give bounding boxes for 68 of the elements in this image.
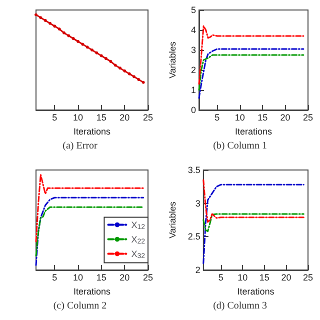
y-tick-label: 3.5: [188, 165, 200, 175]
point: [53, 24, 56, 28]
y-tick-label: 2: [195, 265, 200, 275]
x-axis-title: Iterations: [234, 126, 273, 136]
point: [48, 22, 52, 25]
x-tick-label: 10: [72, 112, 84, 122]
x-tick-label: 5: [52, 272, 58, 282]
text: (a) Error: [62, 140, 98, 152]
x-tick-label: 25: [142, 112, 154, 122]
text: (c) Column 2: [53, 300, 107, 312]
line-series: [198, 25, 304, 85]
point: [34, 13, 38, 16]
x-tick-label: 25: [302, 112, 314, 122]
y-tick-label: 2: [190, 65, 196, 75]
point: [118, 66, 122, 70]
y-tick-label: 3: [195, 198, 200, 208]
y-tick-label: 3: [190, 45, 196, 55]
x-tick-label: 25: [302, 272, 314, 282]
x-tick-label: 10: [238, 272, 248, 282]
x-tick-label: 20: [280, 112, 290, 122]
x-axis-title: Iterations: [73, 286, 112, 296]
x-tick-label: 15: [96, 272, 106, 282]
point: [81, 42, 84, 46]
x-tick-label: 20: [281, 272, 292, 282]
point: [39, 16, 42, 20]
line-series: [202, 213, 304, 232]
point: [95, 51, 98, 54]
text: (d) Column 3: [213, 300, 267, 312]
x-tick-label: 15: [258, 112, 268, 122]
y-axis-title: Variables: [168, 41, 178, 78]
point: [72, 37, 75, 40]
y-tick-label: 2.5: [188, 232, 200, 242]
point: [62, 31, 66, 34]
point: [142, 80, 145, 84]
line-series: [198, 54, 304, 91]
point: [128, 72, 131, 76]
y-tick-label: 0: [190, 105, 196, 115]
y-tick-label: 5: [190, 5, 196, 15]
x-tick-label: 5: [214, 112, 220, 122]
x-tick-label: 5: [218, 272, 224, 282]
x-tick-label: 5: [52, 112, 58, 122]
point: [109, 60, 112, 63]
y-axis-title: Variables: [168, 201, 178, 238]
x-tick-label: 10: [72, 272, 84, 282]
point: [67, 34, 70, 38]
point: [123, 69, 126, 72]
point: [137, 78, 140, 82]
point: [44, 18, 47, 22]
x-tick-label: 10: [234, 112, 245, 122]
x-tick-label: 20: [120, 272, 130, 282]
line-series: [202, 184, 304, 264]
point: [76, 40, 80, 43]
text: (b) Column 1: [213, 140, 267, 152]
x-axis-title: Iterations: [237, 286, 275, 296]
x-tick-label: 25: [142, 272, 154, 282]
point: [132, 75, 136, 78]
y-tick-label: 1: [190, 85, 196, 95]
x-axis-title: Iterations: [73, 126, 112, 136]
x-tick-label: 20: [120, 112, 130, 122]
y-tick-label: 4: [190, 25, 196, 35]
point: [100, 54, 103, 58]
point: [86, 46, 89, 49]
line-series: [198, 48, 304, 99]
point: [58, 28, 61, 31]
x-tick-label: 15: [96, 112, 106, 122]
point: [104, 57, 108, 60]
x-tick-label: 15: [259, 272, 270, 282]
line-series: [202, 179, 304, 223]
